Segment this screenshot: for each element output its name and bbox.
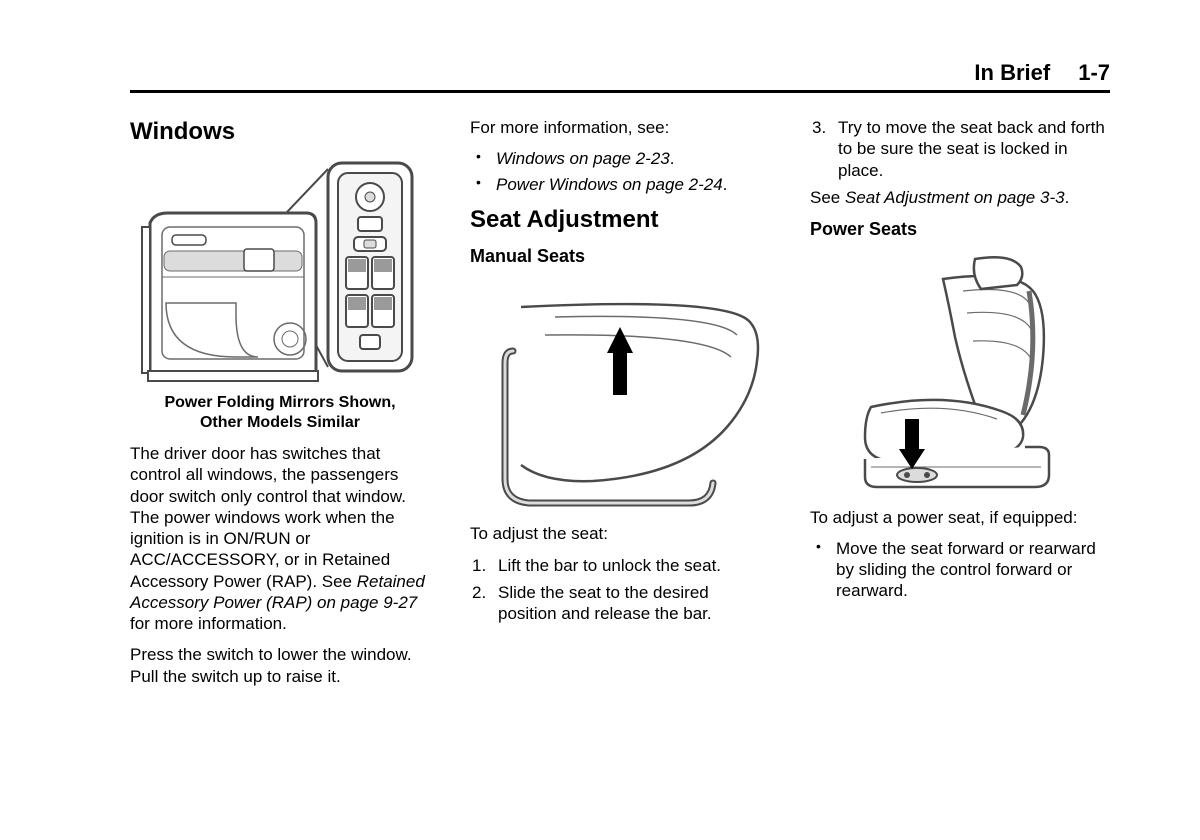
xref-power-windows: Power Windows on page 2-24 (496, 175, 723, 194)
subheading-manual-seats: Manual Seats (470, 245, 770, 268)
step-3: 3.Try to move the seat back and forth to… (810, 117, 1110, 181)
list-item: Move the seat forward or rearward by sli… (810, 538, 1110, 602)
column-2: For more information, see: Windows on pa… (470, 117, 770, 697)
power-seat-bullet-1: Move the seat forward or rearward by sli… (836, 539, 1096, 601)
power-seat-illustration (825, 251, 1095, 501)
p1-part-c: for more information. (130, 614, 287, 633)
column-1: Windows (130, 117, 430, 697)
step-2-text: Slide the seat to the desired position a… (498, 583, 712, 623)
step-1: 1.Lift the bar to unlock the seat. (470, 555, 770, 576)
heading-windows: Windows (130, 117, 430, 147)
figure-power-seat (810, 251, 1110, 501)
power-seat-list: Move the seat forward or rearward by sli… (810, 538, 1110, 602)
adjust-seat-lead: To adjust the seat: (470, 523, 770, 544)
step-3-text: Try to move the seat back and forth to b… (838, 118, 1105, 180)
see-prefix: See (810, 188, 845, 207)
list-item: Windows on page 2-23. (470, 148, 770, 169)
manual-seat-illustration (475, 277, 765, 517)
figure-caption-door: Power Folding Mirrors Shown, Other Model… (130, 393, 430, 433)
caption-line-1: Power Folding Mirrors Shown, (164, 394, 395, 411)
caption-line-2: Other Models Similar (200, 414, 360, 431)
power-seat-lead: To adjust a power seat, if equipped: (810, 507, 1110, 528)
windows-paragraph-2: Press the switch to lower the window. Pu… (130, 644, 430, 687)
column-3: 3.Try to move the seat back and forth to… (810, 117, 1110, 697)
see-seat-adjustment: See Seat Adjustment on page 3-3. (810, 187, 1110, 208)
heading-seat-adjustment: Seat Adjustment (470, 205, 770, 235)
door-panel-illustration (140, 157, 420, 387)
columns: Windows (130, 117, 1110, 697)
adjust-seat-steps: 1.Lift the bar to unlock the seat. 2.Sli… (470, 555, 770, 625)
more-info-list: Windows on page 2-23. Power Windows on p… (470, 148, 770, 195)
xref-windows: Windows on page 2-23 (496, 149, 670, 168)
xref-seat-adjustment: Seat Adjustment on page 3-3 (845, 188, 1065, 207)
windows-paragraph-1: The driver door has switches that contro… (130, 443, 430, 634)
header-pagenum: 1-7 (1078, 60, 1110, 86)
header-section: In Brief (974, 60, 1050, 86)
list-item: Power Windows on page 2-24. (470, 174, 770, 195)
step-1-text: Lift the bar to unlock the seat. (498, 556, 721, 575)
adjust-seat-steps-cont: 3.Try to move the seat back and forth to… (810, 117, 1110, 181)
figure-door-window-switches (130, 157, 430, 387)
p1-part-a: The driver door has switches that contro… (130, 444, 406, 591)
page-header: In Brief 1-7 (130, 60, 1110, 93)
figure-manual-seat (470, 277, 770, 517)
more-info-lead: For more information, see: (470, 117, 770, 138)
page: In Brief 1-7 Windows (0, 0, 1200, 840)
step-2: 2.Slide the seat to the desired position… (470, 582, 770, 625)
subheading-power-seats: Power Seats (810, 218, 1110, 241)
